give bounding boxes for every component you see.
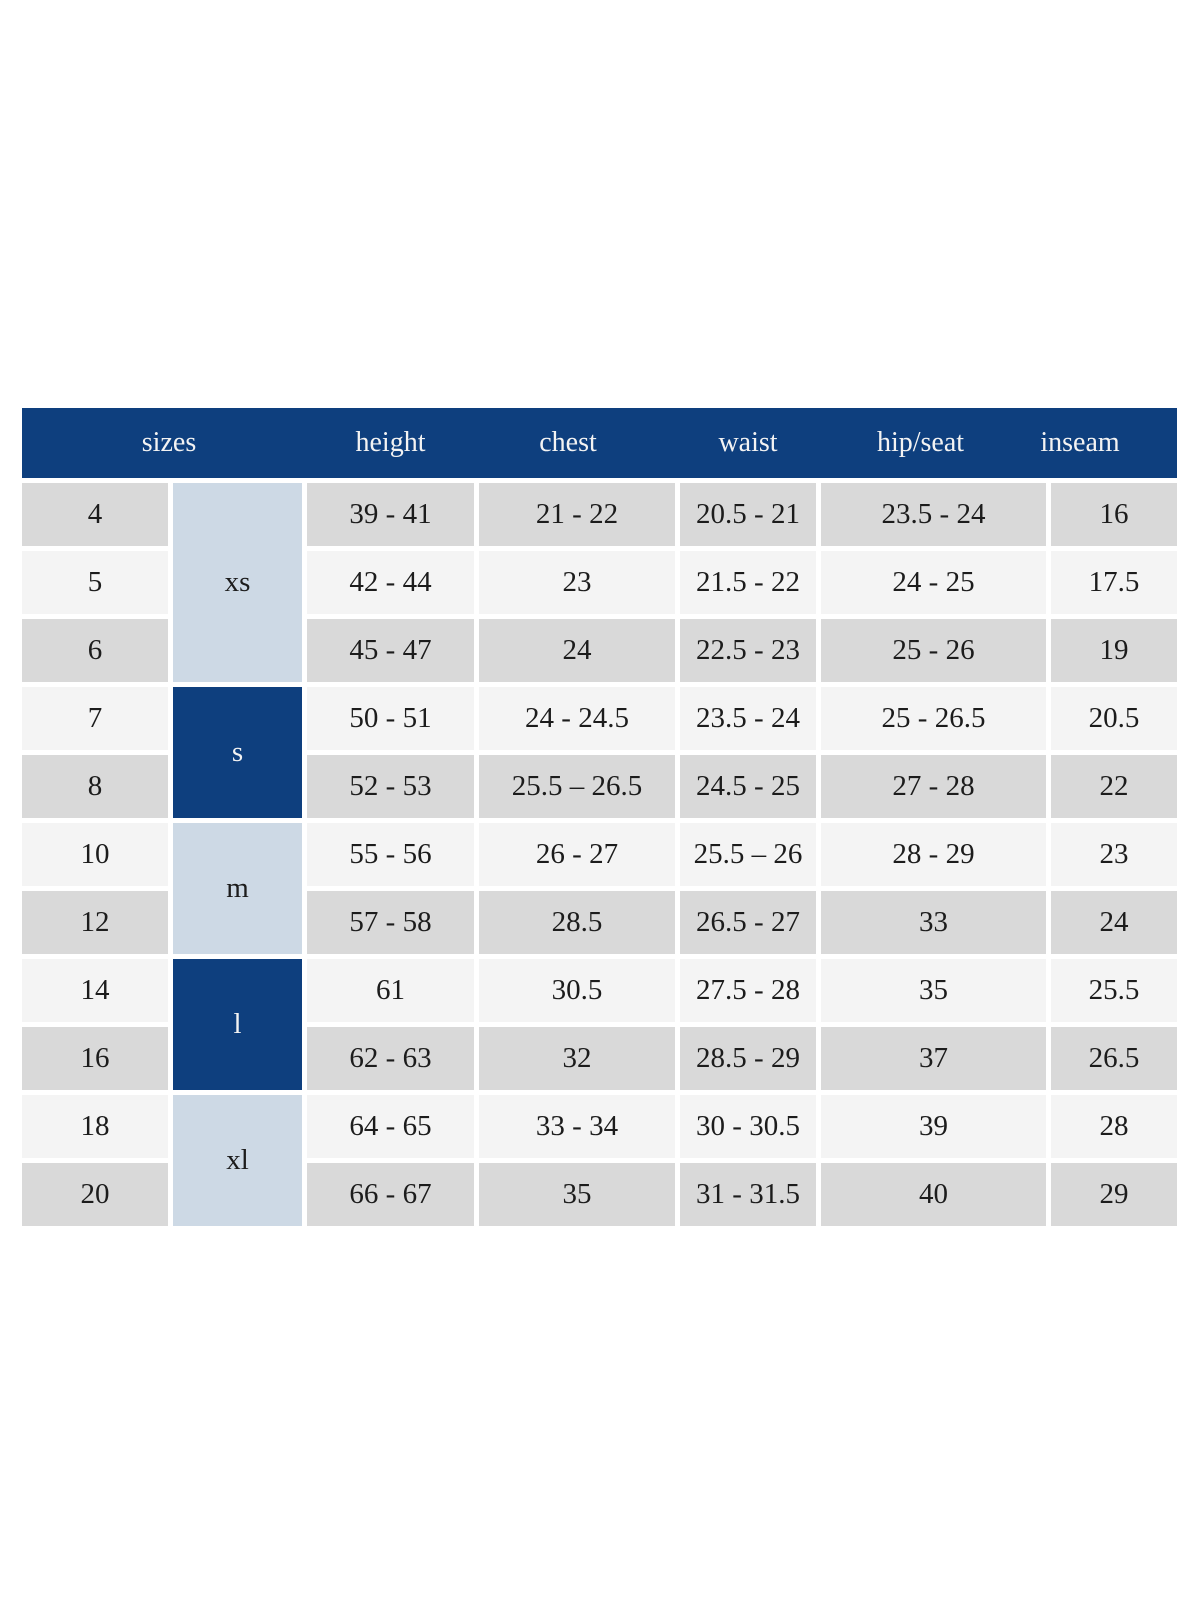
size-cell: 12: [22, 891, 168, 954]
waist-cell: 30 - 30.5: [680, 1095, 816, 1158]
waist-cell: 26.5 - 27: [680, 891, 816, 954]
inseam-cell: 17.5: [1051, 551, 1177, 614]
inseam-cell: 22: [1051, 755, 1177, 818]
height-cell: 64 - 65: [307, 1095, 474, 1158]
column-header-height: height: [355, 427, 426, 458]
hip-seat-cell: 24 - 25: [821, 551, 1046, 614]
waist-cell: 22.5 - 23: [680, 619, 816, 682]
chest-cell: 32: [479, 1027, 675, 1090]
waist-cell: 28.5 - 29: [680, 1027, 816, 1090]
chest-cell: 23: [479, 551, 675, 614]
inseam-cell: 28: [1051, 1095, 1177, 1158]
inseam-cell: 25.5: [1051, 959, 1177, 1022]
waist-cell: 23.5 - 24: [680, 687, 816, 750]
chest-cell: 21 - 22: [479, 483, 675, 546]
column-header-waist: waist: [718, 427, 778, 458]
size-group-cell-l: l: [173, 959, 302, 1090]
height-cell: 62 - 63: [307, 1027, 474, 1090]
inseam-cell: 24: [1051, 891, 1177, 954]
height-cell: 61: [307, 959, 474, 1022]
hip-seat-cell: 35: [821, 959, 1046, 1022]
chest-cell: 30.5: [479, 959, 675, 1022]
chest-cell: 26 - 27: [479, 823, 675, 886]
size-group-cell-xs: xs: [173, 483, 302, 682]
waist-cell: 21.5 - 22: [680, 551, 816, 614]
size-chart-table: sizes height chest waist hip/seat inseam…: [22, 408, 1177, 1226]
inseam-cell: 16: [1051, 483, 1177, 546]
size-cell: 8: [22, 755, 168, 818]
chest-cell: 35: [479, 1163, 675, 1226]
height-cell: 45 - 47: [307, 619, 474, 682]
height-cell: 57 - 58: [307, 891, 474, 954]
size-cell: 20: [22, 1163, 168, 1226]
height-cell: 52 - 53: [307, 755, 474, 818]
size-cell: 10: [22, 823, 168, 886]
hip-seat-cell: 40: [821, 1163, 1046, 1226]
hip-seat-cell: 33: [821, 891, 1046, 954]
size-cell: 18: [22, 1095, 168, 1158]
chest-cell: 24 - 24.5: [479, 687, 675, 750]
hip-seat-cell: 28 - 29: [821, 823, 1046, 886]
height-cell: 55 - 56: [307, 823, 474, 886]
waist-cell: 27.5 - 28: [680, 959, 816, 1022]
size-cell: 4: [22, 483, 168, 546]
height-cell: 50 - 51: [307, 687, 474, 750]
column-header-chest: chest: [539, 427, 597, 458]
hip-seat-cell: 27 - 28: [821, 755, 1046, 818]
chest-cell: 25.5 – 26.5: [479, 755, 675, 818]
hip-seat-cell: 23.5 - 24: [821, 483, 1046, 546]
chest-cell: 33 - 34: [479, 1095, 675, 1158]
column-header-inseam: inseam: [1040, 427, 1120, 458]
inseam-cell: 19: [1051, 619, 1177, 682]
waist-cell: 24.5 - 25: [680, 755, 816, 818]
table-header-row: sizes height chest waist hip/seat inseam: [22, 408, 1177, 478]
size-cell: 5: [22, 551, 168, 614]
hip-seat-cell: 25 - 26.5: [821, 687, 1046, 750]
size-cell: 7: [22, 687, 168, 750]
size-group-cell-xl: xl: [173, 1095, 302, 1226]
height-cell: 42 - 44: [307, 551, 474, 614]
size-group-cell-m: m: [173, 823, 302, 954]
height-cell: 66 - 67: [307, 1163, 474, 1226]
hip-seat-cell: 25 - 26: [821, 619, 1046, 682]
waist-cell: 25.5 – 26: [680, 823, 816, 886]
column-header-sizes: sizes: [141, 427, 197, 458]
inseam-cell: 29: [1051, 1163, 1177, 1226]
size-cell: 6: [22, 619, 168, 682]
height-cell: 39 - 41: [307, 483, 474, 546]
inseam-cell: 23: [1051, 823, 1177, 886]
size-cell: 16: [22, 1027, 168, 1090]
waist-cell: 31 - 31.5: [680, 1163, 816, 1226]
hip-seat-cell: 37: [821, 1027, 1046, 1090]
inseam-cell: 20.5: [1051, 687, 1177, 750]
size-cell: 14: [22, 959, 168, 1022]
waist-cell: 20.5 - 21: [680, 483, 816, 546]
chest-cell: 28.5: [479, 891, 675, 954]
inseam-cell: 26.5: [1051, 1027, 1177, 1090]
size-group-cell-s: s: [173, 687, 302, 818]
hip-seat-cell: 39: [821, 1095, 1046, 1158]
chest-cell: 24: [479, 619, 675, 682]
column-header-hip-seat: hip/seat: [876, 427, 965, 458]
